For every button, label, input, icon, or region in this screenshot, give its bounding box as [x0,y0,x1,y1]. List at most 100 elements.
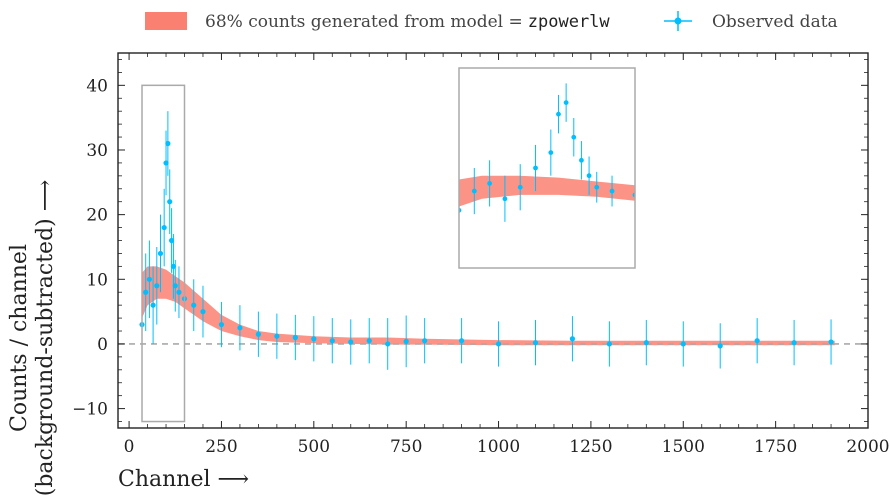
model-band [142,266,835,346]
data-point [717,323,723,369]
data-marker [168,237,175,244]
inset-data-marker [471,188,477,194]
data-marker [237,325,243,331]
data-point [165,111,171,176]
data-marker [643,340,649,346]
data-marker [348,339,354,345]
data-point [366,318,372,364]
inset-data-point [533,144,538,192]
data-point [168,208,175,273]
legend-observed-marker [664,11,692,31]
x-tick-label: 0 [124,437,135,457]
data-point [422,318,428,364]
inset-data-point [471,168,477,215]
data-point [157,214,164,293]
x-tick-label: 1750 [754,437,797,457]
data-point [495,321,502,367]
x-tick-label: 250 [205,437,237,457]
data-point [532,320,539,366]
data-point [403,315,409,368]
inset-data-point [594,171,600,203]
data-point [200,285,206,338]
data-marker [754,338,760,344]
inset-data-point [609,175,615,207]
inset-data-marker [609,188,615,194]
data-marker [154,283,160,289]
data-marker [366,338,372,344]
axes: 0 250 500 750 1000 1250 1500 1750 2000 −10 0 10 20 30… [72,52,890,457]
data-marker [606,341,612,347]
inset-data-point [502,175,508,222]
data-point [167,169,173,235]
data-point [154,246,160,325]
data-marker [165,140,171,147]
x-tick-label: 2000 [846,437,889,457]
data-point [274,313,280,359]
data-point [176,266,182,319]
data-point [191,279,197,332]
data-point [643,320,649,366]
data-marker [163,160,169,166]
data-point [385,318,391,370]
data-point [146,240,153,319]
data-marker [146,276,153,282]
data-point [791,320,797,366]
y-axis-label-line1: Counts / channel [7,244,32,432]
x-tick-label: 500 [298,437,330,457]
data-marker [458,338,465,344]
data-marker [791,340,797,346]
data-marker [495,341,502,347]
inset-data-point [563,83,569,122]
x-tick-label: 1250 [569,437,612,457]
data-marker [176,289,182,295]
data-marker [680,341,686,347]
data-point [329,318,335,364]
inset-data-point [548,129,554,176]
data-point [680,321,686,367]
x-tick-label: 1000 [477,437,520,457]
data-point [163,130,169,196]
x-tick-label: 1500 [662,437,705,457]
data-point [458,318,465,364]
data-marker [274,333,280,339]
data-marker [717,343,723,349]
data-marker [161,224,167,231]
data-marker [329,338,335,344]
data-point [143,253,149,332]
y-tick-label: 20 [86,206,108,226]
data-point [292,314,298,361]
inset-frame [458,67,636,269]
plot-area [118,84,868,423]
y-tick-label: 40 [86,76,108,96]
inset-data-marker [533,165,538,171]
y-tick-label: 30 [86,141,108,161]
inset-data-point [579,141,584,180]
legend-model-label: 68% counts generated from model = zpowerl… [205,12,610,32]
inset-data-marker [563,100,569,106]
data-point [348,319,354,365]
data-marker [828,339,834,345]
data-point [255,311,261,357]
legend: 68% counts generated from model = zpowerl… [145,11,838,32]
inset-data-marker [548,150,554,156]
data-point [218,301,225,348]
inset-data-point [571,118,577,157]
inset-data-point [517,164,523,211]
inset-data-marker [594,184,600,190]
data-marker [150,302,156,308]
y-tick-label: −10 [72,400,108,420]
inset-data-point [586,156,592,195]
inset-data-marker [487,180,493,186]
inset-plot [458,67,636,269]
inset-data-marker [571,134,577,140]
data-point [172,259,178,312]
y-tick-label: 0 [97,335,108,355]
inset-data-marker [586,173,592,179]
inset-data-marker [579,157,584,163]
data-marker [172,283,178,289]
inset-model-band [459,175,635,207]
inset-background [459,68,635,268]
data-marker [422,338,428,344]
data-point [311,316,317,362]
legend-observed-label: Observed data [712,12,838,32]
